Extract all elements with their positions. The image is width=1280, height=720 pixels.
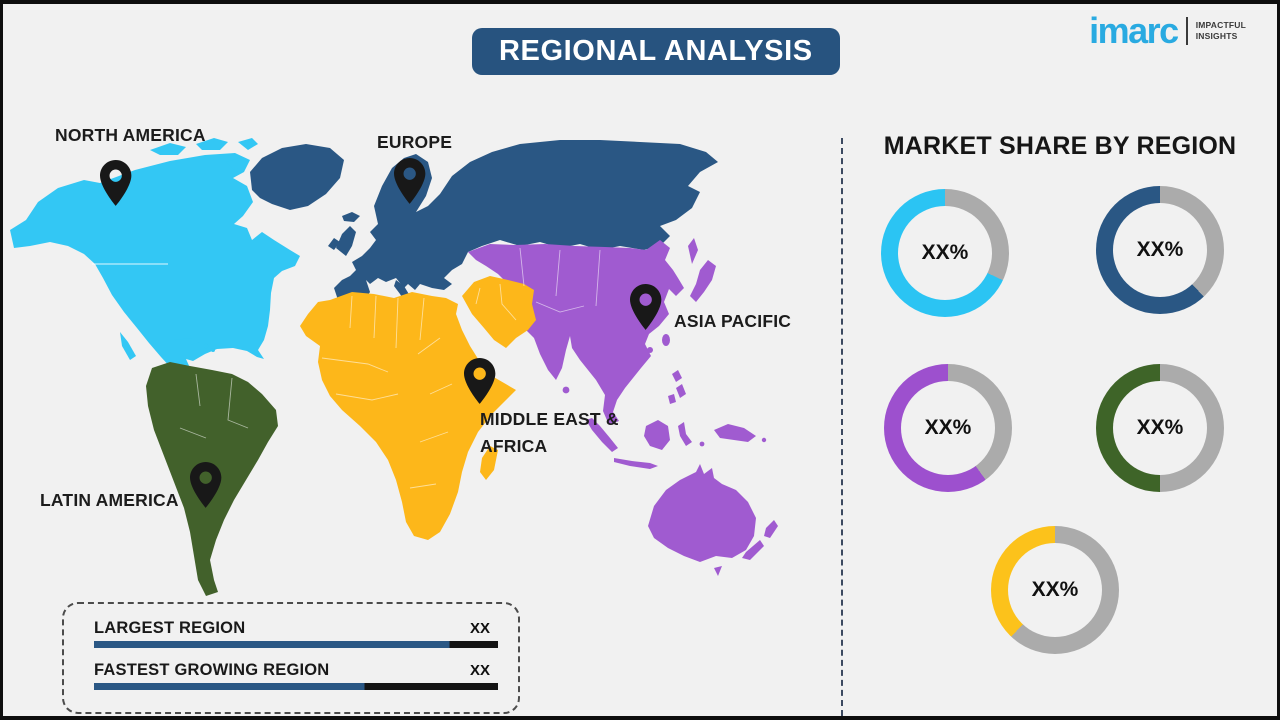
region-middle-east-africa (300, 276, 536, 540)
panel-divider-dashed-line (841, 138, 843, 716)
logo-divider (1185, 17, 1188, 45)
donut-value-asia-pacific: XX% (924, 416, 972, 439)
donut-value-latin-america: XX% (1031, 578, 1079, 601)
page-title: REGIONAL ANALYSIS (472, 28, 840, 75)
stat-row-fastest-growing-region: FASTEST GROWING REGION XX (94, 661, 498, 690)
market-share-heading: MARKET SHARE BY REGION (883, 132, 1237, 160)
donut-latin-america: XX% (991, 526, 1119, 654)
fastest-growing-region-label: FASTEST GROWING REGION (94, 661, 330, 679)
logo-tagline: IMPACTFUL INSIGHTS (1195, 19, 1246, 41)
country-borders (179, 247, 601, 489)
largest-region-bar (94, 641, 498, 648)
largest-region-label: LARGEST REGION (94, 619, 246, 637)
label-north-america: NORTH AMERICA (55, 125, 206, 145)
donut-value-europe: XX% (1136, 238, 1184, 261)
largest-region-value: XX (469, 620, 490, 637)
stat-row-largest-region: LARGEST REGION XX (94, 619, 498, 648)
imarc-logo-wordmark: imarc (1089, 10, 1179, 51)
label-latin-america: LATIN AMERICA (40, 490, 179, 510)
label-europe: EUROPE (377, 132, 453, 152)
donut-north-america: XX% (881, 189, 1009, 317)
fastest-growing-region-bar (94, 683, 498, 690)
donut-value-north-america: XX% (921, 241, 969, 264)
label-middle-east-africa: MIDDLE EAST & AFRICA (480, 409, 619, 456)
world-map (0, 128, 850, 612)
imarc-logo: imarc IMPACTFUL INSIGHTS (1089, 13, 1246, 49)
region-north-america (10, 138, 300, 406)
donut-europe: XX% (1096, 186, 1224, 314)
donut-middle-east-africa: XX% (1096, 364, 1224, 492)
world-map-svg (10, 138, 778, 596)
fastest-growing-region-value: XX (469, 662, 490, 679)
donut-value-middle-east-africa: XX% (1136, 416, 1184, 439)
label-asia-pacific: ASIA PACIFIC (674, 311, 792, 331)
region-stats-box: LARGEST REGION XX FASTEST GROWING REGION… (62, 602, 520, 714)
donut-asia-pacific: XX% (884, 364, 1012, 492)
